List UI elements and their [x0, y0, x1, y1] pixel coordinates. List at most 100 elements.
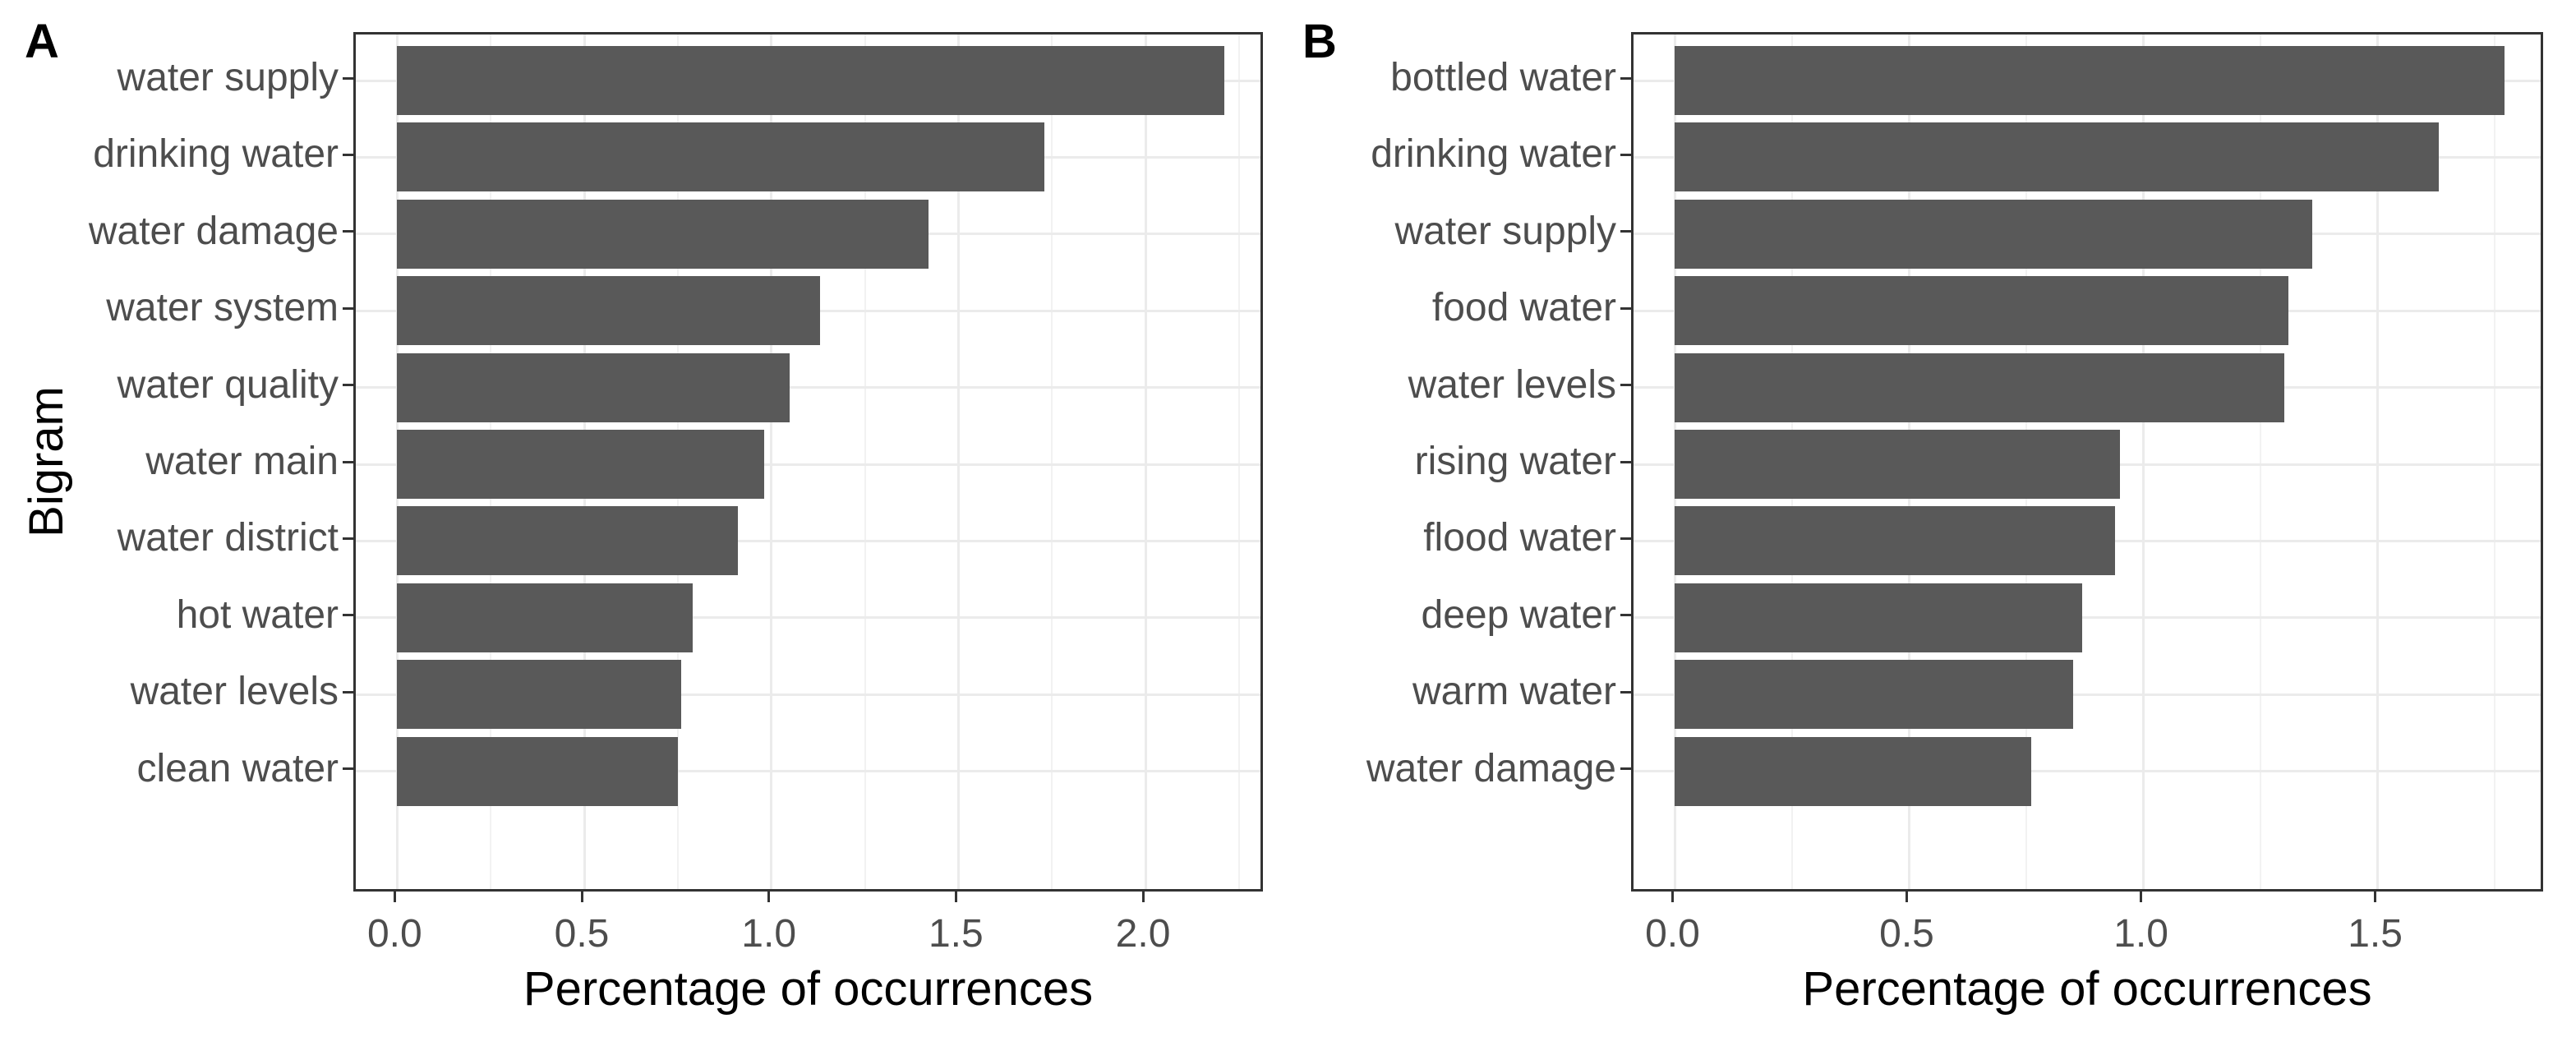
grid-minor-vline: [2260, 35, 2262, 889]
bar-water-supply: [1675, 199, 2312, 269]
x-tick: [1906, 892, 1908, 902]
y-tick-label: bottled water: [1390, 56, 1616, 100]
x-tick: [1141, 892, 1145, 902]
y-tick: [1620, 306, 1631, 310]
y-tick-label: water damage: [1366, 746, 1616, 790]
grid-major-hline: [356, 463, 1260, 466]
x-axis-title-a: Percentage of occurrences: [523, 962, 1094, 1016]
y-tick-label: water levels: [1408, 362, 1616, 407]
x-tick-label: 1.5: [2348, 912, 2403, 956]
bar-water-damage: [1675, 736, 2031, 806]
grid-major-hline: [356, 693, 1260, 696]
x-tick-label: 0.0: [1645, 912, 1700, 956]
grid-major-vline: [956, 35, 960, 889]
x-tick-label: 0.0: [366, 912, 422, 956]
bar-clean-water: [397, 736, 678, 806]
grid-minor-vline: [2494, 35, 2496, 889]
x-axis-title-b: Percentage of occurrences: [1802, 962, 2372, 1016]
grid-major-hline: [356, 616, 1260, 620]
y-tick-label: hot water: [176, 592, 339, 637]
y-tick-label: water supply: [1394, 209, 1616, 253]
grid-minor-vline: [1051, 35, 1053, 889]
y-tick: [343, 460, 353, 463]
bar-water-supply: [397, 46, 1224, 116]
y-axis-title: Bigram: [20, 386, 73, 537]
y-tick-label: flood water: [1423, 516, 1616, 560]
grid-major-vline: [1144, 35, 1147, 889]
y-tick: [343, 614, 353, 617]
x-tick-label: 1.0: [2113, 912, 2168, 956]
x-tick-label: 0.5: [554, 912, 610, 956]
y-tick: [1620, 690, 1631, 693]
y-tick-label: food water: [1431, 286, 1616, 330]
grid-minor-vline: [864, 35, 866, 889]
bar-water-main: [397, 429, 764, 500]
y-tick-label: water system: [106, 286, 339, 330]
y-tick: [343, 230, 353, 233]
y-tick-label: drinking water: [93, 132, 339, 177]
bar-bottled-water: [1675, 46, 2505, 116]
grid-minor-vline: [1237, 35, 1240, 889]
x-tick-label: 2.0: [1115, 912, 1171, 956]
bar-drinking-water: [1675, 122, 2439, 192]
y-tick: [343, 384, 353, 387]
bar-rising-water: [1675, 429, 2121, 500]
bar-hot-water: [397, 583, 694, 652]
panel-b-tag: B: [1302, 15, 1337, 68]
y-tick: [343, 76, 353, 80]
plot-area-b: [1631, 32, 2543, 892]
x-tick-label: 0.5: [1879, 912, 1934, 956]
bar-flood-water: [1675, 506, 2116, 576]
y-tick-label: drinking water: [1371, 132, 1616, 177]
x-tick: [2374, 892, 2377, 902]
y-tick: [1620, 230, 1631, 233]
y-tick: [343, 767, 353, 771]
y-tick-label: water damage: [88, 209, 339, 253]
plot-area-a: [353, 32, 1263, 892]
y-tick: [1620, 153, 1631, 156]
y-tick-label: water district: [117, 516, 339, 560]
bar-food-water: [1675, 276, 2289, 346]
y-tick-label: warm water: [1412, 670, 1616, 714]
grid-major-hline: [1634, 693, 2541, 696]
bar-water-damage: [397, 199, 929, 269]
y-tick: [1620, 614, 1631, 617]
bar-water-system: [397, 276, 820, 346]
bar-water-district: [397, 506, 738, 576]
y-tick-label: water main: [145, 440, 339, 483]
bar-water-levels: [397, 660, 682, 730]
grid-major-vline: [770, 35, 773, 889]
bar-warm-water: [1675, 660, 2074, 730]
y-tick: [1620, 76, 1631, 80]
y-tick-label: water quality: [117, 362, 339, 407]
bar-drinking-water: [397, 122, 1045, 192]
x-tick: [393, 892, 396, 902]
grid-major-hline: [356, 386, 1260, 389]
y-tick: [343, 537, 353, 540]
x-tick: [767, 892, 771, 902]
x-tick-label: 1.0: [741, 912, 797, 956]
y-tick: [343, 306, 353, 310]
x-tick: [580, 892, 583, 902]
grid-major-hline: [356, 770, 1260, 773]
y-tick-label: clean water: [136, 746, 339, 790]
y-tick: [1620, 384, 1631, 387]
grid-major-hline: [356, 539, 1260, 542]
x-tick-label: 1.5: [928, 912, 984, 956]
grid-major-vline: [2376, 35, 2380, 889]
grid-major-hline: [1634, 770, 2541, 773]
panel-a-tag: A: [25, 15, 59, 68]
y-tick: [1620, 460, 1631, 463]
bar-water-levels: [1675, 353, 2284, 422]
y-tick: [1620, 767, 1631, 771]
bar-deep-water: [1675, 583, 2083, 652]
y-tick-label: water levels: [130, 670, 339, 714]
y-tick: [343, 153, 353, 156]
y-tick-label: water supply: [117, 56, 339, 100]
y-tick-label: rising water: [1414, 440, 1616, 483]
y-tick: [1620, 537, 1631, 540]
x-tick: [1670, 892, 1674, 902]
grid-major-vline: [2142, 35, 2145, 889]
grid-major-hline: [1634, 616, 2541, 620]
